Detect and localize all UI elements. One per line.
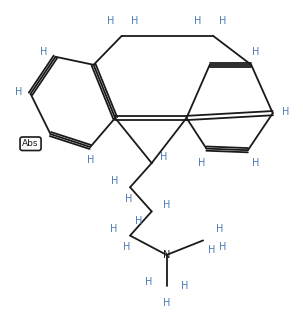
Text: H: H — [219, 16, 227, 26]
Text: H: H — [282, 106, 290, 116]
Text: H: H — [125, 193, 132, 203]
Text: H: H — [145, 277, 152, 287]
Text: H: H — [195, 16, 202, 26]
Text: H: H — [208, 245, 215, 255]
Text: H: H — [110, 224, 117, 234]
Text: H: H — [123, 242, 131, 252]
Text: H: H — [40, 47, 48, 57]
Text: H: H — [181, 280, 188, 290]
Text: H: H — [252, 47, 260, 57]
Text: H: H — [252, 158, 260, 168]
Text: H: H — [216, 224, 223, 234]
Text: H: H — [163, 298, 170, 308]
Text: H: H — [163, 200, 170, 210]
Text: H: H — [219, 242, 227, 252]
Text: Abs: Abs — [22, 139, 39, 148]
Text: H: H — [106, 16, 114, 26]
Text: H: H — [87, 155, 94, 165]
Text: H: H — [198, 158, 205, 168]
Text: H: H — [160, 152, 167, 162]
Text: H: H — [15, 87, 23, 97]
Text: N: N — [163, 250, 170, 260]
Text: H: H — [135, 216, 142, 226]
Text: H: H — [112, 176, 119, 186]
Text: H: H — [132, 16, 139, 26]
